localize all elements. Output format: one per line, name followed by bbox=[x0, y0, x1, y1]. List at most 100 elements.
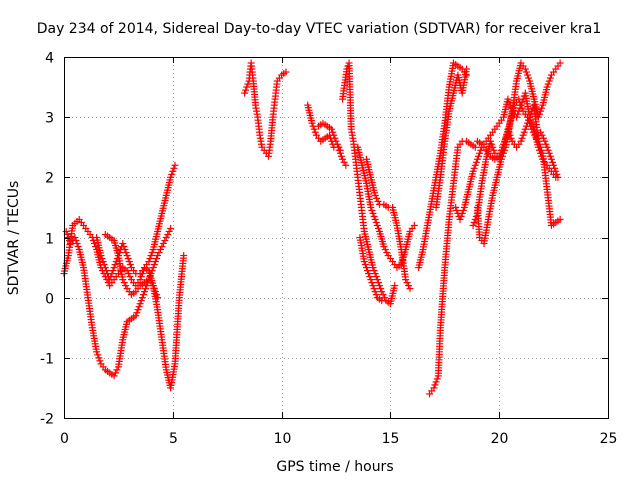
data-point bbox=[152, 291, 160, 299]
data-point bbox=[529, 128, 537, 136]
y-tick-label: -1 bbox=[40, 352, 54, 368]
data-point bbox=[368, 206, 376, 214]
x-tick-label: 25 bbox=[600, 431, 618, 447]
data-point bbox=[162, 234, 170, 241]
data-point bbox=[121, 246, 129, 254]
data-point bbox=[333, 140, 341, 148]
data-point bbox=[523, 71, 531, 79]
data-point bbox=[553, 170, 561, 178]
data-point bbox=[513, 113, 521, 121]
data-point bbox=[126, 273, 134, 281]
data-point bbox=[473, 155, 481, 163]
data-point bbox=[546, 152, 554, 160]
data-point bbox=[110, 264, 118, 272]
data-point bbox=[515, 95, 523, 103]
data-point bbox=[373, 276, 381, 284]
data-point bbox=[514, 110, 522, 118]
data-point bbox=[308, 119, 316, 127]
data-point bbox=[335, 143, 343, 151]
data-point bbox=[538, 131, 546, 139]
data-point bbox=[374, 224, 382, 232]
data-point bbox=[470, 164, 478, 172]
data-point bbox=[138, 294, 146, 302]
data-point bbox=[475, 152, 483, 160]
data-point bbox=[452, 203, 460, 211]
data-point bbox=[102, 267, 110, 275]
data-point bbox=[147, 252, 155, 260]
y-tick-label: 0 bbox=[45, 292, 54, 308]
data-point bbox=[133, 309, 141, 317]
data-point bbox=[545, 77, 553, 85]
data-point bbox=[149, 264, 157, 272]
data-point bbox=[544, 146, 552, 154]
data-point bbox=[165, 227, 173, 235]
data-point bbox=[371, 191, 379, 199]
data-point bbox=[369, 282, 377, 290]
data-point bbox=[120, 279, 128, 287]
y-axis-label: SDTVAR / TECUs bbox=[6, 181, 22, 296]
data-point bbox=[432, 378, 440, 386]
data-point bbox=[243, 83, 251, 91]
data-point bbox=[459, 206, 467, 214]
data-point bbox=[373, 194, 381, 202]
data-point bbox=[383, 249, 391, 257]
data-point bbox=[457, 212, 465, 220]
data-point bbox=[544, 80, 552, 88]
data-point bbox=[159, 240, 167, 248]
data-point bbox=[148, 267, 156, 275]
data-point bbox=[120, 243, 128, 251]
data-point bbox=[378, 297, 386, 305]
grid-layer bbox=[64, 57, 608, 418]
data-point bbox=[241, 89, 249, 97]
data-point bbox=[340, 158, 348, 166]
data-point bbox=[152, 255, 160, 263]
data-point bbox=[542, 140, 550, 148]
data-point bbox=[95, 354, 103, 362]
data-point bbox=[123, 252, 131, 260]
data-point bbox=[147, 270, 155, 278]
y-tick-label: 1 bbox=[45, 232, 54, 248]
data-point bbox=[109, 267, 117, 275]
x-axis-label: GPS time / hours bbox=[276, 459, 393, 475]
data-point bbox=[106, 276, 114, 284]
data-point bbox=[155, 249, 163, 257]
data-point bbox=[391, 282, 399, 290]
data-point bbox=[64, 234, 72, 241]
data-point bbox=[365, 270, 373, 278]
x-tick-label: 20 bbox=[491, 431, 509, 447]
data-point bbox=[476, 149, 484, 157]
data-point bbox=[328, 125, 336, 133]
data-point bbox=[139, 291, 147, 299]
data-point bbox=[521, 65, 529, 73]
data-point bbox=[156, 246, 164, 254]
data-point bbox=[98, 255, 106, 263]
data-point bbox=[154, 252, 162, 260]
axis-tick-labels: 0 5 10 15 20 25 -2 -1 0 1 2 3 4 bbox=[40, 51, 617, 448]
data-point bbox=[410, 221, 418, 229]
data-point bbox=[122, 282, 130, 290]
data-point bbox=[167, 224, 175, 232]
data-point bbox=[141, 288, 149, 296]
data-point bbox=[406, 285, 414, 293]
data-point bbox=[380, 243, 388, 251]
data-point bbox=[522, 68, 530, 76]
data-point bbox=[517, 137, 525, 145]
data-point bbox=[519, 131, 527, 139]
data-point bbox=[310, 125, 318, 133]
data-point bbox=[369, 264, 377, 272]
data-point bbox=[537, 107, 545, 115]
data-point bbox=[122, 249, 130, 257]
data-point bbox=[93, 348, 101, 356]
data-point bbox=[146, 255, 154, 263]
data-point bbox=[150, 285, 158, 293]
data-point bbox=[372, 218, 380, 226]
data-point bbox=[431, 381, 439, 389]
data-point bbox=[373, 221, 381, 229]
data-point bbox=[371, 270, 379, 278]
data-point bbox=[376, 282, 384, 290]
data-point bbox=[537, 128, 545, 136]
y-tick-label: 2 bbox=[45, 171, 54, 187]
data-point bbox=[471, 143, 479, 151]
data-point bbox=[516, 98, 524, 106]
